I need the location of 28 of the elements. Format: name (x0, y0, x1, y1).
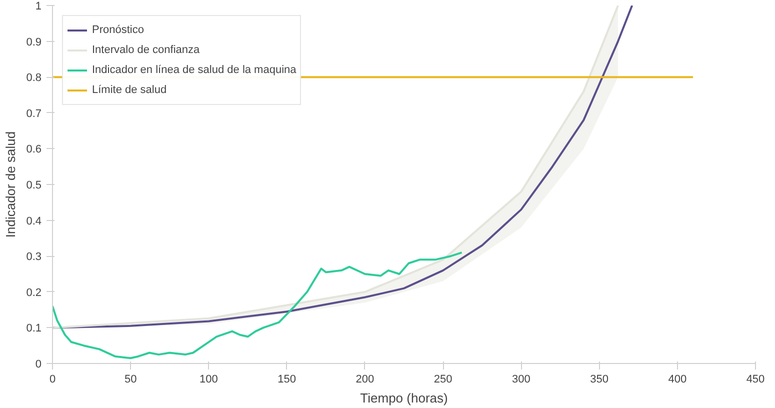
y-tick-label: 0.8 (26, 72, 42, 84)
x-tick-label: 400 (668, 374, 687, 386)
x-tick-label: 100 (200, 374, 218, 386)
x-tick-label: 150 (278, 374, 296, 386)
y-axis-title: Indicador de salud (3, 131, 18, 238)
legend-label: Intervalo de confianza (92, 44, 200, 56)
legend-label: Indicador en línea de salud de la maquina (92, 64, 296, 76)
y-tick-label: 0.4 (26, 215, 42, 228)
legend-label: Límite de salud (92, 84, 167, 96)
x-tick-label: 450 (746, 374, 765, 386)
x-tick-label: 350 (590, 374, 608, 386)
legend-label: Pronóstico (92, 24, 144, 36)
y-tick-label: 0.7 (26, 108, 42, 120)
x-tick-label: 200 (356, 374, 374, 386)
y-tick-label: 0.6 (26, 144, 42, 156)
y-tick-label: 1 (35, 0, 42, 12)
x-tick-label: 250 (434, 374, 452, 386)
line-series (52, 252, 463, 360)
x-tick-label: 50 (124, 374, 137, 386)
x-axis-title: Tiempo (horas) (360, 390, 448, 406)
y-tick-label: 0.9 (26, 36, 42, 48)
y-tick-label: 0.5 (26, 180, 42, 192)
y-tick-label: 0.2 (26, 286, 42, 299)
x-tick-label: 0 (49, 374, 56, 386)
y-tick-label: 0 (35, 358, 42, 370)
y-tick-label: 0.3 (26, 251, 42, 264)
y-tick-label: 0.1 (26, 322, 42, 335)
x-tick-label: 300 (512, 374, 530, 386)
